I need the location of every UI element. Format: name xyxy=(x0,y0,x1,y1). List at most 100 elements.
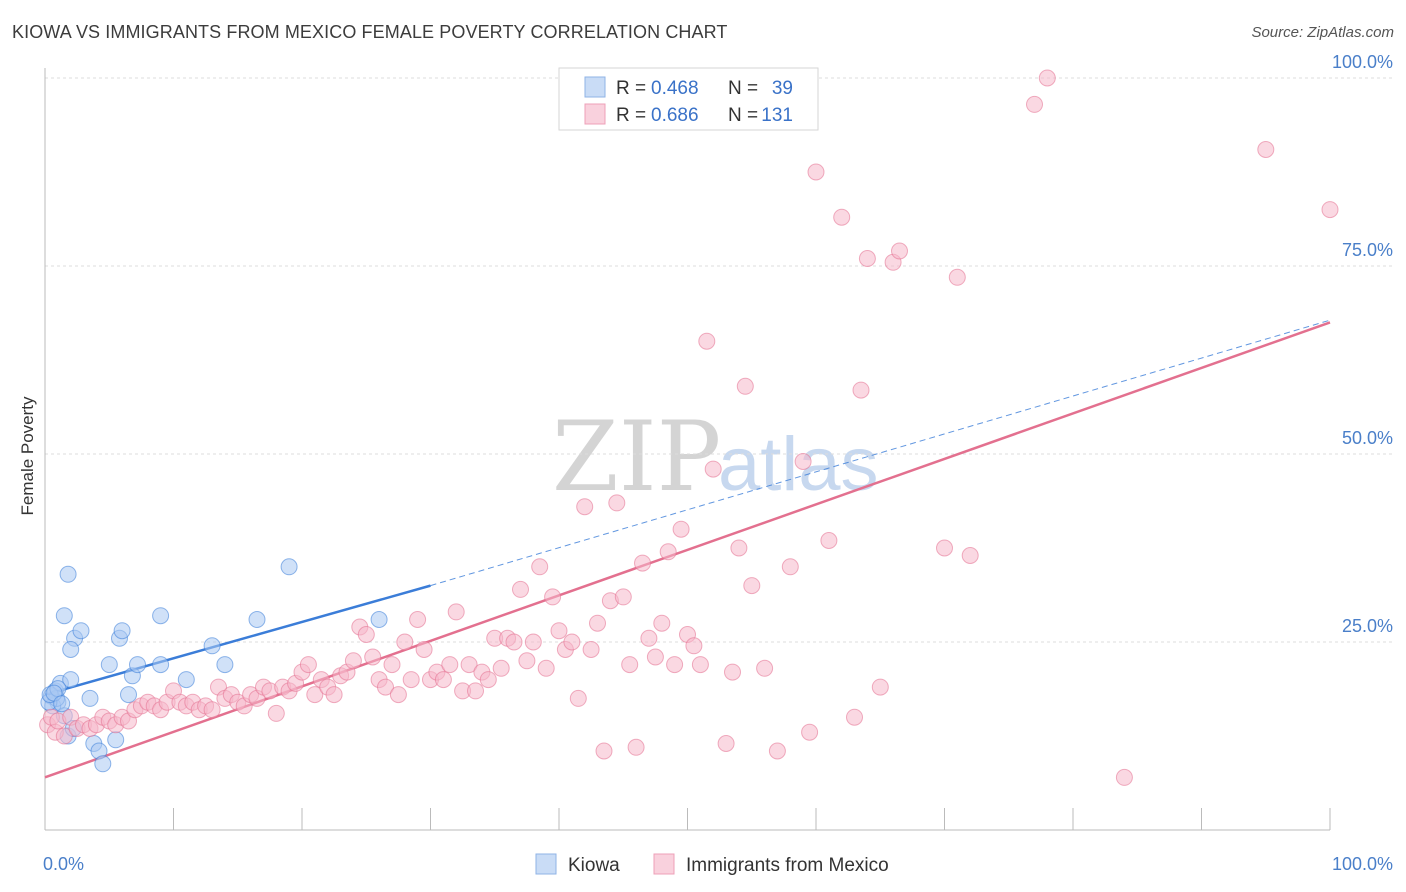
point-kiowa-16 xyxy=(100,656,118,674)
y-axis-title: Female Poverty xyxy=(18,396,37,516)
point-mexico-59 xyxy=(409,611,427,628)
point-mexico-99 xyxy=(666,656,684,674)
tick-labels: 25.0% 50.0% 75.0% 100.0% 0.0% 100.0% xyxy=(43,52,1393,874)
point-mexico-111 xyxy=(756,659,774,677)
legend-n-label-kiowa: N = xyxy=(728,78,758,99)
watermark-zip: ZIP xyxy=(552,401,721,513)
point-mexico-107 xyxy=(724,663,741,681)
y-tick-label-25: 25.0% xyxy=(1342,616,1393,636)
point-mexico-81 xyxy=(550,622,568,640)
point-mexico-88 xyxy=(595,742,613,760)
point-mexico-52 xyxy=(364,648,382,666)
point-mexico-64 xyxy=(441,656,459,674)
point-kiowa-12 xyxy=(81,689,99,707)
point-mexico-117 xyxy=(820,532,838,549)
point-mexico-84 xyxy=(569,689,587,707)
point-mexico-128 xyxy=(1026,95,1043,113)
point-mexico-75 xyxy=(512,580,529,598)
point-mexico-125 xyxy=(936,539,953,557)
chart-title: KIOWA VS IMMIGRANTS FROM MEXICO FEMALE P… xyxy=(12,22,728,42)
point-mexico-110 xyxy=(743,577,761,595)
point-mexico-100 xyxy=(672,520,690,538)
point-mexico-119 xyxy=(846,708,863,726)
point-mexico-124 xyxy=(891,242,908,260)
legend-r-label-kiowa: R = xyxy=(616,78,646,99)
legend-n-label-mexico: N = xyxy=(728,105,758,126)
point-kiowa-22 xyxy=(129,656,146,674)
point-mexico-103 xyxy=(691,656,709,674)
trend-line-kiowa-extension xyxy=(430,319,1331,587)
point-mexico-43 xyxy=(306,686,324,704)
point-mexico-46 xyxy=(325,686,343,704)
point-mexico-85 xyxy=(576,498,594,516)
point-mexico-90 xyxy=(608,494,626,512)
y-tick-label-75: 75.0% xyxy=(1342,240,1393,260)
point-mexico-4 xyxy=(55,727,73,745)
point-kiowa-9 xyxy=(62,671,80,689)
legend-swatch-kiowa xyxy=(584,76,606,98)
point-mexico-93 xyxy=(627,738,645,756)
point-mexico-80 xyxy=(544,588,562,606)
point-mexico-129 xyxy=(1038,69,1056,87)
point-mexico-126 xyxy=(948,268,966,286)
scatter-points xyxy=(39,69,1339,786)
point-mexico-116 xyxy=(807,163,825,181)
point-mexico-87 xyxy=(589,614,606,632)
x-tick-label-min: 0.0% xyxy=(43,854,84,874)
legend-r-value-mexico: 0.686 xyxy=(651,105,699,126)
point-mexico-132 xyxy=(1321,201,1339,219)
point-mexico-60 xyxy=(415,641,433,658)
point-mexico-79 xyxy=(537,659,555,677)
point-kiowa-31 xyxy=(59,565,77,583)
point-mexico-92 xyxy=(621,656,639,674)
point-mexico-109 xyxy=(736,377,754,395)
point-mexico-106 xyxy=(717,735,735,752)
point-kiowa-23 xyxy=(152,656,170,674)
point-mexico-58 xyxy=(402,671,420,689)
point-mexico-105 xyxy=(704,460,722,478)
point-mexico-122 xyxy=(871,678,889,696)
point-mexico-42 xyxy=(299,656,317,674)
point-kiowa-25 xyxy=(177,671,195,689)
point-kiowa-26 xyxy=(203,637,221,655)
point-mexico-115 xyxy=(801,723,819,741)
point-kiowa-11 xyxy=(72,622,90,640)
point-kiowa-24 xyxy=(152,607,170,625)
trend-line-kiowa xyxy=(44,584,431,696)
point-mexico-127 xyxy=(961,547,979,564)
point-mexico-96 xyxy=(646,648,664,666)
point-mexico-78 xyxy=(531,558,549,576)
point-mexico-63 xyxy=(434,671,452,689)
point-mexico-131 xyxy=(1257,141,1275,158)
bottom-legend-label-mexico: Immigrants from Mexico xyxy=(686,855,889,876)
point-kiowa-27 xyxy=(216,656,234,674)
point-mexico-130 xyxy=(1115,768,1133,786)
point-mexico-86 xyxy=(582,641,600,658)
point-mexico-37 xyxy=(267,704,285,722)
point-mexico-27 xyxy=(203,701,221,719)
legend-n-value-mexico: 131 xyxy=(761,105,793,126)
legend-n-value-kiowa: 39 xyxy=(772,78,793,99)
legend-r-label-mexico: R = xyxy=(616,105,646,126)
point-mexico-55 xyxy=(383,656,401,674)
point-mexico-68 xyxy=(467,682,484,700)
point-kiowa-19 xyxy=(113,622,131,640)
point-mexico-98 xyxy=(659,543,677,561)
y-tick-label-100: 100.0% xyxy=(1332,52,1393,72)
point-kiowa-28 xyxy=(248,611,266,628)
point-mexico-72 xyxy=(492,659,510,677)
gridlines xyxy=(45,77,1395,643)
point-mexico-65 xyxy=(447,603,465,621)
point-mexico-49 xyxy=(344,652,362,670)
point-mexico-114 xyxy=(794,453,812,470)
point-mexico-54 xyxy=(377,678,394,696)
bottom-legend-label-kiowa: Kiowa xyxy=(568,855,620,876)
legend-swatch-mexico xyxy=(584,103,606,125)
legend-box: R = 0.468 N = 39 R = 0.686 N = 131 xyxy=(558,67,819,131)
point-mexico-97 xyxy=(653,614,671,632)
point-kiowa-29 xyxy=(280,558,298,576)
point-mexico-76 xyxy=(518,652,536,670)
y-tick-label-50: 50.0% xyxy=(1342,428,1393,448)
point-mexico-108 xyxy=(730,539,748,557)
